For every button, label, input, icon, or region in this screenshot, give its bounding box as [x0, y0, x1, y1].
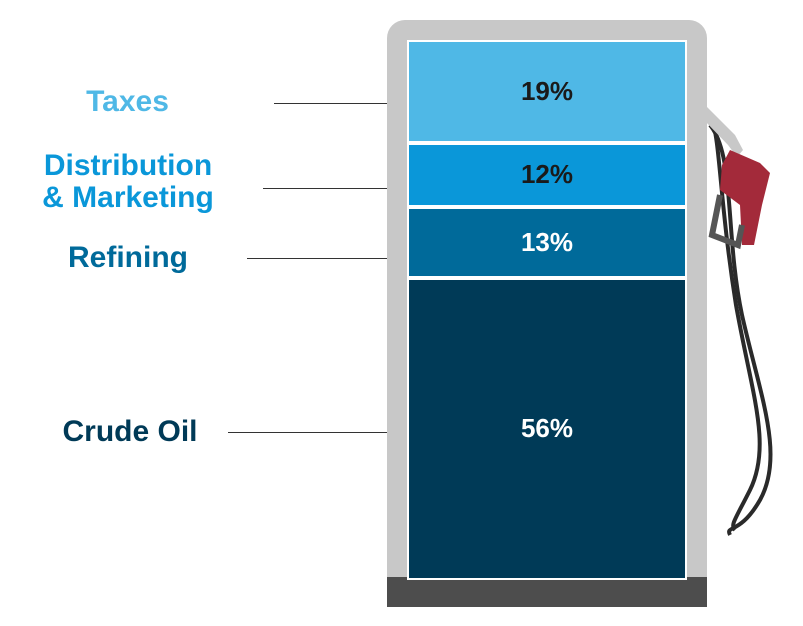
bar-segment-1: 19% [407, 40, 687, 143]
leader-line-taxes [274, 103, 387, 104]
label-taxes: Taxes [86, 85, 169, 118]
label-distribution-line1: Distribution [43, 149, 213, 182]
nozzle-spout [704, 107, 743, 157]
nozzle-trigger [708, 194, 745, 250]
label-crude-oil: Crude Oil [62, 415, 198, 448]
bar-segment-4: 56% [407, 277, 687, 580]
nozzle-handle [720, 150, 770, 245]
label-refining: Refining [68, 241, 188, 274]
bar-value-label: 13% [520, 226, 574, 257]
bar-value-label: 56% [520, 413, 574, 444]
label-distribution-marketing: Distribution & Marketing [18, 150, 238, 214]
label-distribution-line2: & Marketing [42, 181, 214, 214]
bar-value-label: 19% [520, 75, 574, 106]
bar-segment-2: 12% [407, 142, 687, 208]
bar-value-label: 12% [520, 159, 574, 190]
leader-line-crude [228, 432, 387, 433]
pump-base [387, 577, 707, 607]
bar-segment-3: 13% [407, 207, 687, 278]
hose-inner [710, 119, 762, 532]
leader-line-refining [247, 258, 387, 259]
fuel-nozzle-icon [704, 107, 773, 536]
leader-line-distribution [263, 188, 387, 189]
